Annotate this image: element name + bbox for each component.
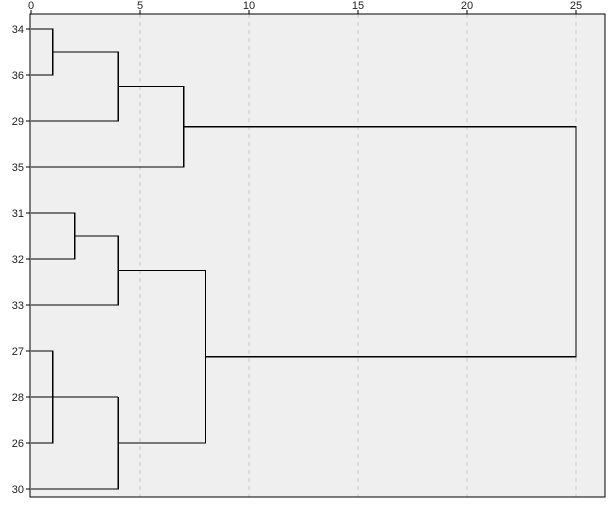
leaf-label: 34 bbox=[12, 24, 24, 36]
leaf-label: 29 bbox=[12, 116, 24, 128]
leaf-label: 26 bbox=[12, 438, 24, 450]
x-tick-label: 20 bbox=[461, 0, 473, 12]
merge-link bbox=[31, 397, 119, 490]
leaf-labels: 34 36 29 35 31 32 33 27 28 26 30 bbox=[12, 24, 24, 496]
x-axis: 0 5 10 15 20 25 bbox=[28, 0, 582, 14]
merge-link bbox=[183, 126, 577, 358]
leaf-label: 33 bbox=[12, 300, 24, 312]
leaf-label: 31 bbox=[12, 208, 24, 220]
leaf-label: 35 bbox=[12, 162, 24, 174]
leaf-label: 28 bbox=[12, 392, 24, 404]
leaf-label: 30 bbox=[12, 484, 24, 496]
x-tick-label: 15 bbox=[352, 0, 364, 12]
leaf-label: 36 bbox=[12, 70, 24, 82]
x-tick-label: 10 bbox=[243, 0, 255, 12]
leaf-label: 32 bbox=[12, 254, 24, 266]
x-tick-label: 5 bbox=[137, 0, 143, 12]
plot-frame bbox=[29, 13, 606, 498]
plot-area bbox=[30, 14, 605, 497]
x-tick-label: 0 bbox=[28, 0, 34, 12]
dendrogram-links bbox=[31, 28, 577, 490]
leaf-tick-marks bbox=[26, 28, 30, 490]
leaf-label: 27 bbox=[12, 346, 24, 358]
x-tick-label: 25 bbox=[570, 0, 582, 12]
